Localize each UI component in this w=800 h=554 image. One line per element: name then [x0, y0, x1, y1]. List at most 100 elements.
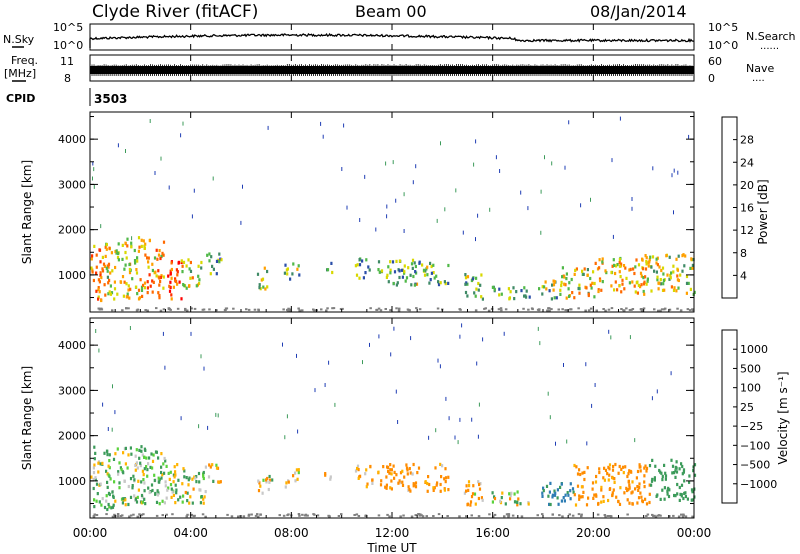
scatter-cell — [173, 465, 176, 469]
scatter-noise — [334, 402, 336, 407]
scatter-noise — [549, 415, 551, 420]
scatter-cell — [668, 488, 671, 492]
freq-right-tick-bottom: 0 — [708, 72, 715, 85]
ground-scatter — [204, 515, 207, 518]
scatter-cell — [93, 498, 96, 502]
scatter-cell — [598, 467, 601, 471]
scatter-cell — [387, 465, 390, 470]
scatter-noise — [462, 230, 464, 235]
scatter-cell — [126, 244, 129, 248]
scatter-cell — [164, 484, 167, 488]
ground-scatter — [201, 513, 205, 516]
scatter-noise — [162, 331, 164, 336]
scatter-cell — [439, 489, 442, 493]
scatter-cell — [408, 487, 411, 492]
scatter-cell — [256, 272, 260, 276]
scatter-noise — [631, 197, 633, 201]
scatter-cell — [541, 494, 544, 498]
scatter-cell — [407, 266, 410, 270]
scatter-cell — [105, 449, 109, 453]
scatter-cell — [389, 468, 392, 472]
scatter-cell — [178, 280, 181, 284]
scatter-cell — [355, 273, 359, 277]
scatter-cell — [665, 254, 668, 258]
ground-scatter — [289, 308, 292, 311]
ground-scatter — [436, 307, 440, 310]
scatter-cell — [406, 472, 409, 476]
ground-scatter — [386, 513, 389, 516]
colorbar-tick-label: 28 — [740, 134, 754, 147]
scatter-noise — [125, 149, 126, 153]
scatter-cell — [162, 275, 165, 279]
scatter-cell — [122, 471, 125, 475]
scatter-cell — [158, 480, 161, 484]
scatter-cell — [578, 291, 581, 295]
scatter-cell — [636, 291, 639, 295]
scatter-cell — [560, 284, 563, 288]
scatter-cell — [133, 494, 136, 498]
scatter-cell — [92, 486, 95, 491]
scatter-cell — [636, 485, 639, 489]
scatter-cell — [667, 494, 671, 499]
scatter-cell — [124, 250, 127, 255]
scatter-cell — [643, 466, 646, 470]
cpid-value: 3503 — [94, 92, 127, 106]
scatter-cell — [573, 296, 576, 300]
scatter-noise — [495, 155, 497, 160]
scatter-cell — [176, 270, 179, 274]
scatter-cell — [666, 273, 669, 277]
scatter-cell — [125, 256, 128, 260]
scatter-cell — [676, 268, 679, 272]
scatter-noise — [619, 116, 621, 121]
scatter-cell — [95, 289, 98, 293]
scatter-cell — [586, 466, 589, 470]
scatter-cell — [115, 251, 118, 255]
scatter-cell — [662, 272, 665, 276]
scatter-cell — [573, 463, 576, 468]
scatter-cell — [563, 499, 566, 503]
scatter-cell — [624, 465, 627, 469]
scatter-noise — [282, 342, 283, 347]
scatter-cell — [648, 500, 651, 505]
scatter-cell — [136, 259, 139, 263]
scatter-cell — [608, 467, 611, 471]
scatter-cell — [498, 293, 501, 297]
scatter-cell — [583, 470, 586, 474]
colorbar-tick-label: −100 — [740, 439, 770, 452]
ground-scatter — [547, 307, 550, 310]
scatter-cell — [608, 463, 612, 467]
scatter-cell — [578, 497, 581, 501]
ground-scatter — [306, 514, 309, 517]
scatter-cell — [357, 476, 360, 480]
scatter-cell — [297, 264, 300, 268]
scatter-cell — [404, 279, 407, 283]
scatter-cell — [616, 263, 619, 267]
scatter-cell — [175, 279, 178, 284]
scatter-cell — [93, 445, 96, 449]
scatter-cell — [147, 265, 150, 269]
ground-scatter — [487, 309, 491, 312]
scatter-cell — [197, 264, 200, 268]
scatter-cell — [659, 278, 662, 282]
scatter-cell — [553, 296, 556, 300]
scatter-cell — [113, 297, 116, 301]
scatter-cell — [125, 282, 128, 286]
scatter-cell — [198, 278, 201, 282]
scatter-noise — [393, 326, 395, 331]
scatter-cell — [663, 288, 666, 292]
noise-line — [89, 32, 695, 48]
scatter-cell — [99, 462, 102, 466]
scatter-cell — [106, 480, 109, 484]
scatter-cell — [198, 480, 201, 484]
scatter-cell — [101, 461, 104, 465]
scatter-cell — [690, 257, 693, 261]
ground-scatter — [660, 308, 664, 311]
ground-scatter — [561, 308, 564, 311]
scatter-cell — [174, 483, 177, 487]
ground-scatter — [458, 515, 461, 518]
ground-scatter — [257, 308, 260, 311]
scatter-noise — [362, 360, 363, 365]
scatter-cell — [552, 279, 555, 283]
scatter-cell — [161, 251, 164, 255]
scatter-cell — [129, 287, 132, 291]
